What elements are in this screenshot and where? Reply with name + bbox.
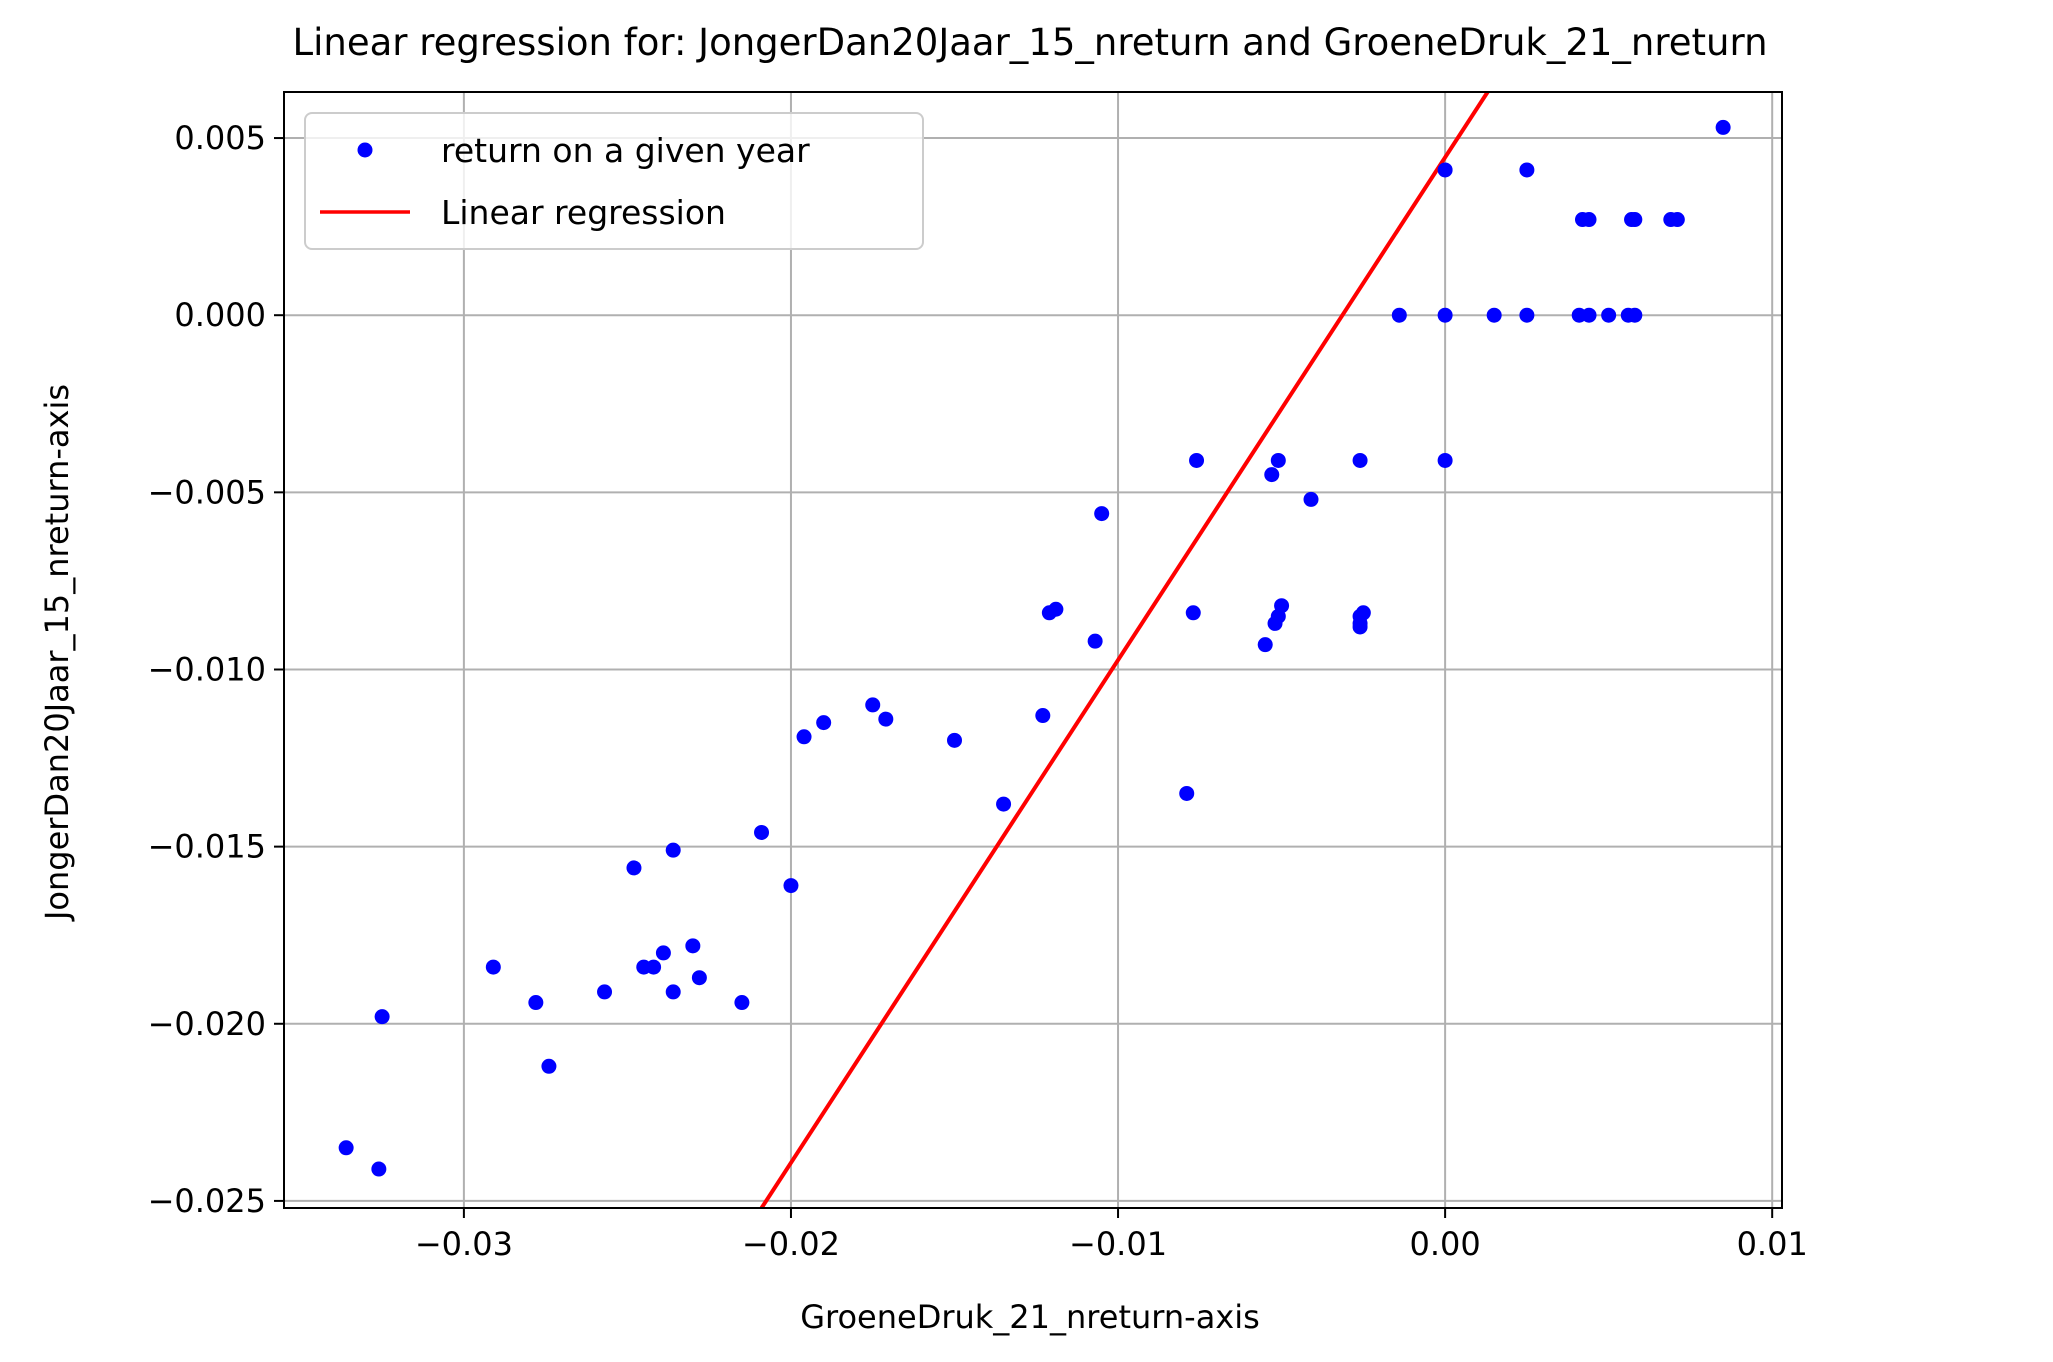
y-axis-label: JongerDan20Jaar_15_nreturn-axis: [38, 384, 76, 922]
y-tick-label: −0.005: [148, 473, 266, 511]
x-tick-label: 0.01: [1737, 1225, 1808, 1263]
data-point: [1581, 212, 1597, 228]
data-point: [1048, 601, 1064, 617]
data-point: [374, 1009, 390, 1025]
data-point: [1270, 452, 1286, 468]
data-point: [485, 959, 501, 975]
data-point: [1669, 212, 1685, 228]
data-point: [1601, 307, 1617, 323]
data-point: [1715, 119, 1731, 135]
data-point: [626, 860, 642, 876]
y-tick-label: −0.015: [148, 828, 266, 866]
data-point: [754, 824, 770, 840]
data-point: [528, 995, 544, 1011]
legend-label-scatter: return on a given year: [441, 131, 810, 170]
data-point: [1179, 785, 1195, 801]
data-point: [371, 1161, 387, 1177]
data-point: [541, 1058, 557, 1074]
grid: [284, 92, 1782, 1208]
data-point: [1303, 491, 1319, 507]
legend-marker-scatter: [357, 142, 373, 158]
legend-box: [304, 112, 924, 250]
data-point: [878, 711, 894, 727]
scatter-points: [338, 119, 1731, 1177]
regression-line-layer: [759, 90, 1490, 1210]
data-point: [1627, 307, 1643, 323]
x-tick-label: −0.02: [742, 1225, 840, 1263]
chart-title: Linear regression for: JongerDan20Jaar_1…: [292, 21, 1767, 64]
axis-ticks: −0.03 −0.02 −0.01 0.00 0.01 0.005 0.000 −0.005 −…: [148, 119, 1808, 1263]
data-point: [1437, 452, 1453, 468]
data-point: [1189, 452, 1205, 468]
data-point: [1519, 162, 1535, 178]
data-point: [1627, 212, 1643, 228]
regression-line: [759, 90, 1490, 1210]
data-point: [665, 842, 681, 858]
data-point: [783, 878, 799, 894]
data-point: [1352, 452, 1368, 468]
legend-label-line: Linear regression: [441, 193, 726, 232]
data-point: [646, 959, 662, 975]
data-point: [1581, 307, 1597, 323]
data-point: [685, 938, 701, 954]
data-point: [338, 1140, 354, 1156]
data-point: [1274, 598, 1290, 614]
y-tick-label: −0.020: [148, 1005, 266, 1043]
data-point: [597, 984, 613, 1000]
y-tick-label: 0.000: [174, 296, 266, 334]
data-point: [1437, 307, 1453, 323]
data-point: [691, 970, 707, 986]
data-point: [655, 945, 671, 961]
data-point: [865, 697, 881, 713]
data-point: [734, 995, 750, 1011]
y-tick-label: 0.005: [174, 119, 266, 157]
data-point: [947, 732, 963, 748]
data-point: [1087, 633, 1103, 649]
x-tick-label: −0.01: [1069, 1225, 1167, 1263]
data-point: [1094, 506, 1110, 522]
data-point: [1519, 307, 1535, 323]
y-tick-label: −0.025: [148, 1182, 266, 1220]
y-tick-label: −0.010: [148, 650, 266, 688]
x-tick-label: −0.03: [415, 1225, 513, 1263]
data-point: [796, 729, 812, 745]
data-point: [1486, 307, 1502, 323]
data-point: [1257, 637, 1273, 653]
data-point: [665, 984, 681, 1000]
data-point: [1437, 162, 1453, 178]
data-point: [996, 796, 1012, 812]
data-point: [1264, 467, 1280, 483]
legend: return on a given year Linear regression: [304, 112, 924, 250]
data-point: [1035, 708, 1051, 724]
data-point: [816, 715, 832, 731]
x-tick-label: 0.00: [1409, 1225, 1480, 1263]
data-point: [1391, 307, 1407, 323]
data-point: [1185, 605, 1201, 621]
x-axis-label: GroeneDruk_21_nreturn-axis: [800, 1298, 1260, 1336]
plot-frame: [283, 91, 1783, 1209]
data-point: [1355, 605, 1371, 621]
